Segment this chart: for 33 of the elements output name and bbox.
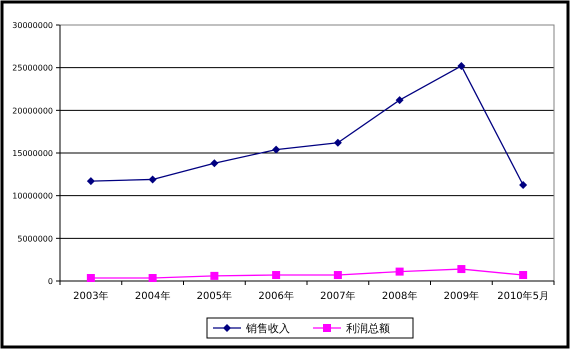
point <box>334 271 342 280</box>
y-tick-label: 10000000 <box>12 192 53 201</box>
point <box>210 272 218 280</box>
y-tick-label: 15000000 <box>12 149 53 158</box>
point <box>334 138 342 147</box>
point <box>210 159 218 168</box>
point <box>86 177 95 186</box>
x-tick-label: 2008年 <box>382 290 418 302</box>
x-tick-label: 2010年5月 <box>497 290 550 302</box>
x-tick-label: 2003年 <box>73 290 109 302</box>
x-tick-label: 2006年 <box>258 290 294 302</box>
point <box>396 268 404 276</box>
x-tick-label: 2004年 <box>134 290 170 302</box>
y-tick-label: 5000000 <box>17 234 53 244</box>
y-tick-label: 0 <box>48 277 53 286</box>
x-tick-label: 2007年 <box>320 290 356 302</box>
y-tick-label: 30000000 <box>12 21 53 30</box>
point <box>396 96 404 104</box>
point <box>519 271 528 280</box>
point <box>519 181 528 189</box>
y-tick-label: 25000000 <box>12 64 53 73</box>
point <box>148 175 157 184</box>
y-tick-label: 20000000 <box>12 106 53 116</box>
point <box>457 265 466 274</box>
point <box>272 271 280 280</box>
point <box>272 146 280 154</box>
x-tick-label: 2009年 <box>444 290 480 302</box>
x-tick-label: 2005年 <box>196 290 232 302</box>
legend-label: 利润总额 <box>346 322 390 335</box>
legend-label: 销售收入 <box>245 322 290 335</box>
point <box>86 274 95 282</box>
point <box>457 62 466 70</box>
point <box>148 274 157 282</box>
